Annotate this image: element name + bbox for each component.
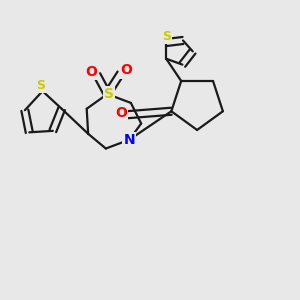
Text: S: S bbox=[104, 87, 114, 101]
Text: S: S bbox=[162, 30, 171, 43]
Text: S: S bbox=[37, 79, 46, 92]
Text: N: N bbox=[124, 133, 135, 147]
Text: O: O bbox=[116, 106, 128, 120]
Text: O: O bbox=[121, 64, 132, 77]
Text: O: O bbox=[85, 65, 97, 79]
